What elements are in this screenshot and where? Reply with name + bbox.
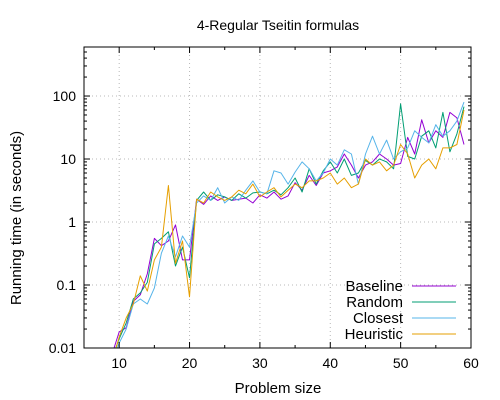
- legend-label-closest: Closest: [353, 310, 404, 327]
- grid: [84, 47, 472, 349]
- y-tick-label: 1: [68, 214, 76, 230]
- series-lines: [113, 101, 465, 348]
- series-line-closest: [116, 101, 465, 348]
- y-tick-label: 0.1: [57, 277, 77, 293]
- y-tick-label: 10: [60, 151, 76, 167]
- x-tick-label: 30: [252, 355, 268, 371]
- y-tick-label: 100: [53, 88, 77, 104]
- chart-title: 4-Regular Tseitin formulas: [197, 17, 359, 33]
- plot-frame: [83, 46, 472, 349]
- x-tick-label: 50: [393, 355, 409, 371]
- series-line-baseline: [113, 111, 465, 348]
- y-axis-title: Running time (in seconds): [8, 131, 25, 305]
- x-axis-title: Problem size: [235, 380, 322, 397]
- x-tick-label: 20: [182, 355, 198, 371]
- legend-label-heuristic: Heuristic: [345, 326, 404, 343]
- x-tick-label: 10: [111, 355, 127, 371]
- y-tick-label: 0.01: [49, 340, 76, 356]
- axis-ticks: 10 20 30 40 50 60 0.01 0.1 1 10 100: [49, 46, 479, 371]
- x-tick-label: 60: [463, 355, 479, 371]
- legend-label-random: Random: [346, 294, 403, 311]
- series-line-random: [115, 103, 465, 348]
- x-tick-label: 40: [322, 355, 338, 371]
- legend-label-baseline: Baseline: [345, 278, 403, 295]
- series-line-heuristic: [115, 109, 465, 348]
